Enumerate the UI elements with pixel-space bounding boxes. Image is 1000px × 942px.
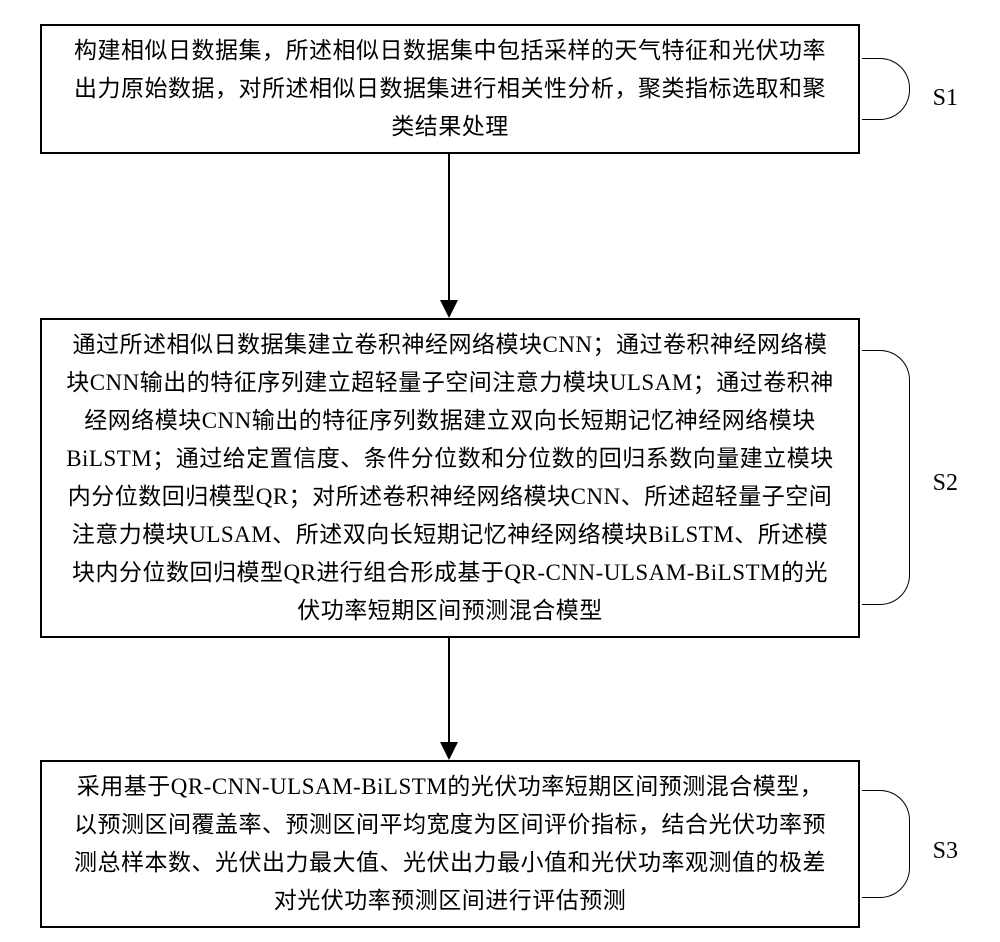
step-label-s2: S2 <box>933 470 958 497</box>
arrow-s1-to-s2 <box>448 154 450 318</box>
connector-curve-s1 <box>862 58 910 120</box>
arrow-line-icon <box>448 638 450 744</box>
step-label-s3: S3 <box>933 838 958 865</box>
step-box-s1: 构建相似日数据集，所述相似日数据集中包括采样的天气特征和光伏功率出力原始数据，对… <box>40 24 860 154</box>
arrow-head-icon <box>440 742 458 760</box>
step-box-s2: 通过所述相似日数据集建立卷积神经网络模块CNN；通过卷积神经网络模块CNN输出的… <box>40 318 860 638</box>
connector-curve-s3 <box>862 790 910 898</box>
step-text-s2: 通过所述相似日数据集建立卷积神经网络模块CNN；通过卷积神经网络模块CNN输出的… <box>66 326 834 630</box>
step-box-s3: 采用基于QR-CNN-ULSAM-BiLSTM的光伏功率短期区间预测混合模型，以… <box>40 760 860 928</box>
step-label-s1: S1 <box>933 85 958 112</box>
arrow-s2-to-s3 <box>448 638 450 760</box>
connector-curve-s2 <box>862 350 910 605</box>
step-text-s3: 采用基于QR-CNN-ULSAM-BiLSTM的光伏功率短期区间预测混合模型，以… <box>66 768 834 920</box>
flowchart-container: 构建相似日数据集，所述相似日数据集中包括采样的天气特征和光伏功率出力原始数据，对… <box>0 0 1000 942</box>
arrow-head-icon <box>440 300 458 318</box>
step-text-s1: 构建相似日数据集，所述相似日数据集中包括采样的天气特征和光伏功率出力原始数据，对… <box>66 32 834 146</box>
arrow-line-icon <box>448 154 450 302</box>
